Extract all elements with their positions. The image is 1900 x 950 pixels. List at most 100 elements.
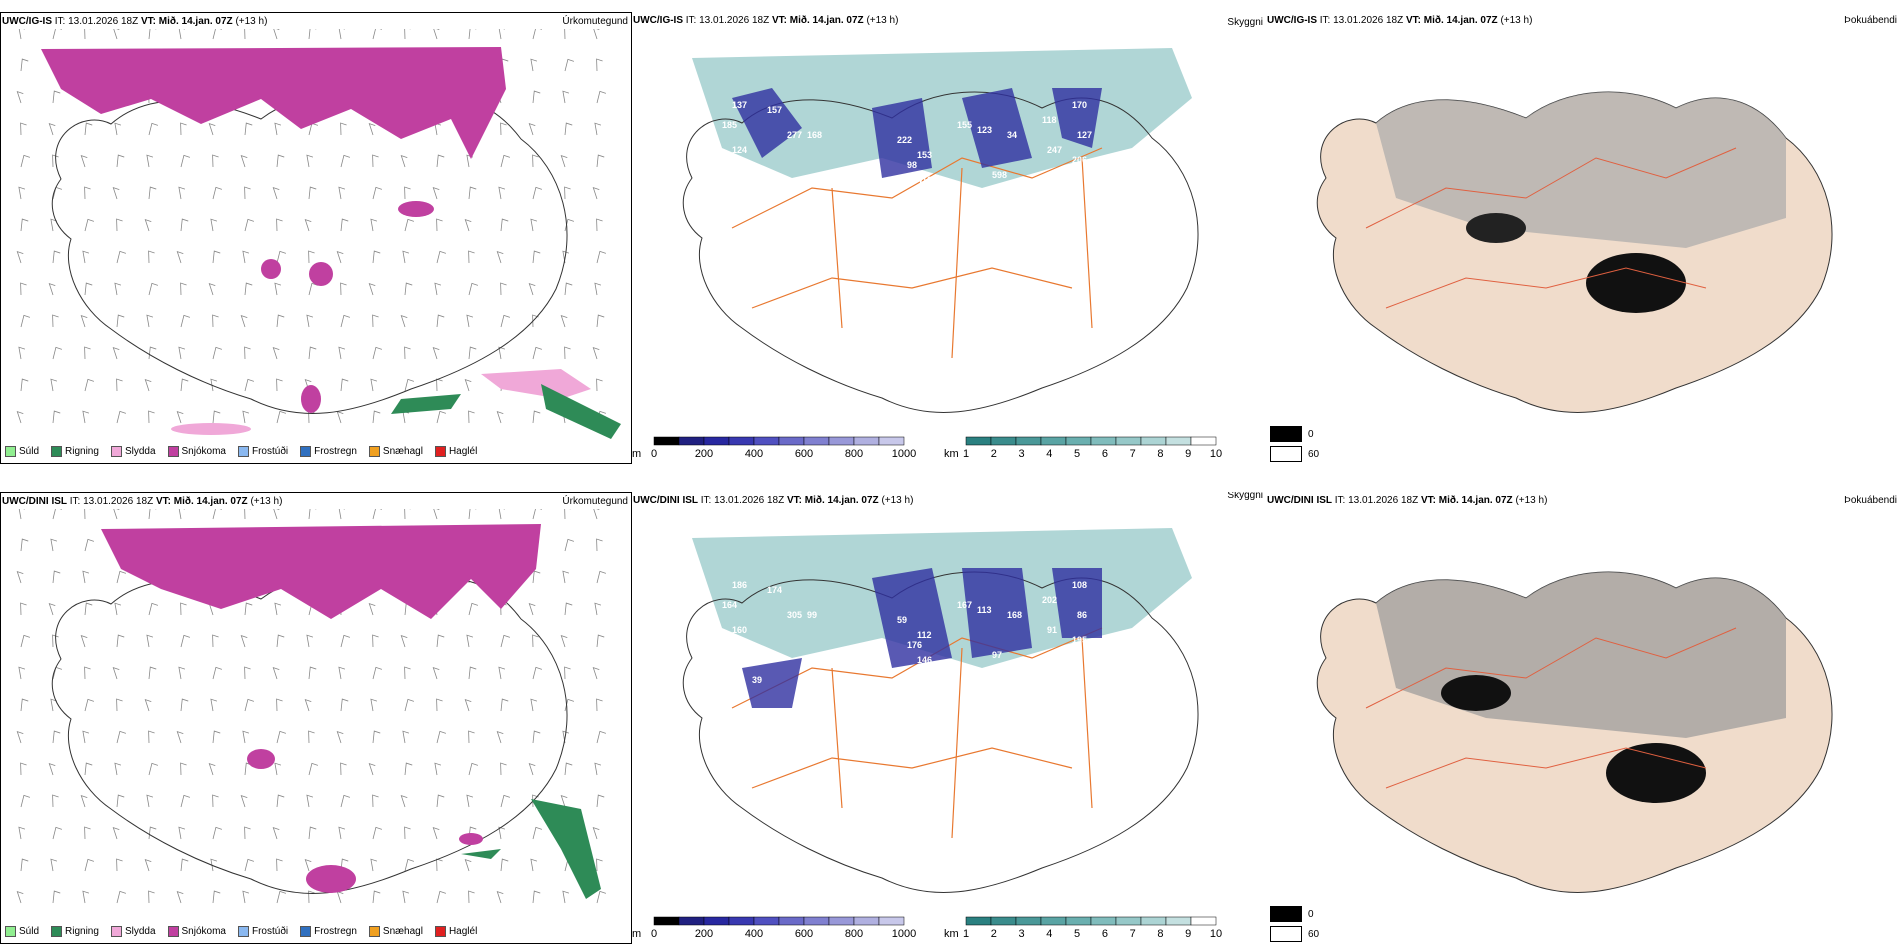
- wind-barb: [404, 826, 411, 840]
- wind-barb: [308, 250, 315, 264]
- cloud-base-label: 226: [947, 415, 962, 425]
- colorbar-swatch: [803, 436, 830, 446]
- legend-item: Slydda: [110, 446, 156, 457]
- colorbar-swatch: [1040, 916, 1067, 926]
- wind-barb: [436, 794, 445, 808]
- legend-swatch: [167, 446, 179, 457]
- wind-barb: [338, 29, 345, 40]
- wind-barb: [180, 794, 191, 808]
- wind-barb: [180, 634, 191, 648]
- wind-barb: [336, 890, 344, 904]
- fog-key-row: 60: [1270, 924, 1319, 944]
- wind-barb: [180, 378, 189, 392]
- legend-label: Súld: [19, 926, 40, 937]
- colorbar-swatch: [1040, 436, 1067, 446]
- wind-barb: [180, 314, 191, 328]
- wind-barb: [244, 666, 251, 680]
- wind-barb: [436, 218, 443, 232]
- wind-barb: [528, 122, 536, 136]
- wind-barb: [306, 314, 314, 328]
- legend-label: Slydda: [124, 926, 156, 937]
- wind-barb: [178, 666, 186, 680]
- wind-barb: [468, 410, 475, 424]
- visibility-map-1: 137 157 185 277 168 124 222 153 155 123 34 118 170 12…: [682, 48, 1199, 425]
- wind-barb: [80, 154, 88, 168]
- wind-barb: [116, 858, 123, 872]
- colorbar-swatch: [703, 436, 730, 446]
- colorbar-tick: 0: [651, 448, 657, 460]
- wind-barb: [530, 218, 538, 232]
- visibility-label: Skyggni: [1227, 17, 1263, 28]
- legend-label: Snjókoma: [181, 926, 226, 937]
- colorbar-tick: 2: [991, 448, 997, 460]
- wind-barb: [180, 602, 187, 616]
- wind-barb: [116, 218, 123, 232]
- wind-barb: [498, 346, 506, 360]
- wind-barb: [436, 154, 445, 168]
- wind-barb: [244, 698, 255, 712]
- colorbar-swatch: [678, 916, 705, 926]
- wind-barb: [308, 509, 317, 520]
- wind-barb: [466, 794, 474, 808]
- legend-item: Frostúði: [237, 446, 288, 457]
- wind-barb: [404, 666, 411, 680]
- wind-barb: [276, 154, 285, 168]
- wind-barb: [336, 730, 344, 744]
- wind-barb: [592, 666, 600, 680]
- colorbar-swatch: [728, 436, 755, 446]
- wind-barb: [272, 666, 280, 680]
- snow-patch: [306, 865, 356, 893]
- legend-label: Haglél: [448, 446, 478, 457]
- wind-barb: [148, 890, 155, 904]
- cloud-base-label: 167: [957, 600, 972, 610]
- colorbar-tick: 400: [745, 448, 763, 460]
- fog-dark-patch: [1441, 675, 1511, 711]
- colorbar-swatch: [653, 436, 680, 446]
- vis-labels-1: 137 157 185 277 168 124 222 153 155 123 34 118 170 12…: [722, 100, 1092, 425]
- wind-barb: [596, 730, 607, 744]
- fog-index-label: Þokuábendi: [1844, 495, 1897, 506]
- legend-label: Rigning: [65, 926, 99, 937]
- wind-barb: [464, 378, 472, 392]
- wind-barb: [212, 314, 219, 328]
- wind-barb: [84, 282, 93, 296]
- wind-barb: [596, 570, 607, 584]
- wind-barb: [20, 218, 29, 232]
- wind-barb: [84, 698, 95, 712]
- snow-patch: [247, 749, 275, 769]
- wind-barb: [148, 509, 157, 520]
- wind-barb: [276, 890, 287, 904]
- fog-key-label: 0: [1308, 428, 1314, 440]
- wind-barb: [370, 378, 378, 392]
- wind-barb: [52, 794, 59, 808]
- wind-barb: [464, 698, 472, 712]
- wind-barb: [528, 602, 536, 616]
- wind-barb: [178, 29, 185, 40]
- wind-barb: [370, 218, 378, 232]
- fog-key-swatch: [1270, 426, 1302, 442]
- wind-barb: [500, 218, 509, 232]
- wind-barb: [148, 730, 155, 744]
- vis-bar-svg: km 1 2 3 4 5 6 7 8 9 10: [944, 436, 1222, 460]
- snow-patch: [459, 833, 483, 845]
- wind-barb: [144, 698, 152, 712]
- wind-barb: [372, 154, 379, 168]
- wind-barb: [240, 314, 248, 328]
- wind-barb: [564, 58, 575, 72]
- wind-barb: [116, 634, 125, 648]
- wind-barb: [436, 730, 447, 744]
- colorbar-tick: 8: [1157, 448, 1163, 460]
- wind-barb: [180, 698, 189, 712]
- cloud-base-label: 277: [787, 130, 802, 140]
- cloud-base-label: 11: [782, 230, 792, 240]
- legend-swatch: [110, 446, 122, 457]
- cloud-base-label: 247: [1047, 145, 1062, 155]
- wind-barb: [84, 218, 95, 232]
- cloud-base-label: 60: [812, 260, 822, 270]
- wind-barb: [338, 346, 346, 360]
- colorbar-swatch: [703, 916, 730, 926]
- vis-cloud-north: [692, 48, 1192, 188]
- wind-barb: [114, 602, 122, 616]
- colorbar-tick: 9: [1185, 448, 1191, 460]
- wind-barb: [144, 378, 152, 392]
